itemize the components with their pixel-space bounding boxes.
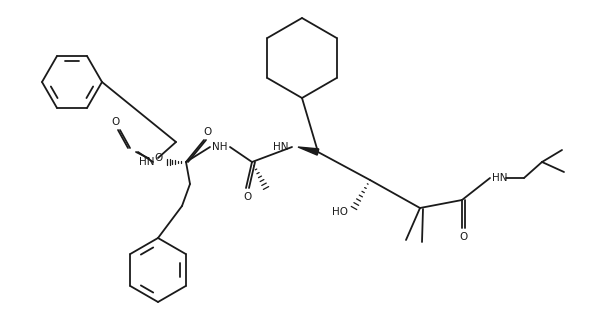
Text: O: O [243,192,251,202]
Text: O: O [460,232,468,242]
Text: HO: HO [332,207,348,217]
Text: O: O [112,117,120,127]
Text: O: O [204,127,212,137]
Text: HN: HN [140,157,155,167]
Text: HN: HN [492,173,508,183]
Text: HN: HN [272,142,288,152]
Text: O: O [154,153,162,163]
Text: NH: NH [212,142,227,152]
Polygon shape [298,147,319,155]
